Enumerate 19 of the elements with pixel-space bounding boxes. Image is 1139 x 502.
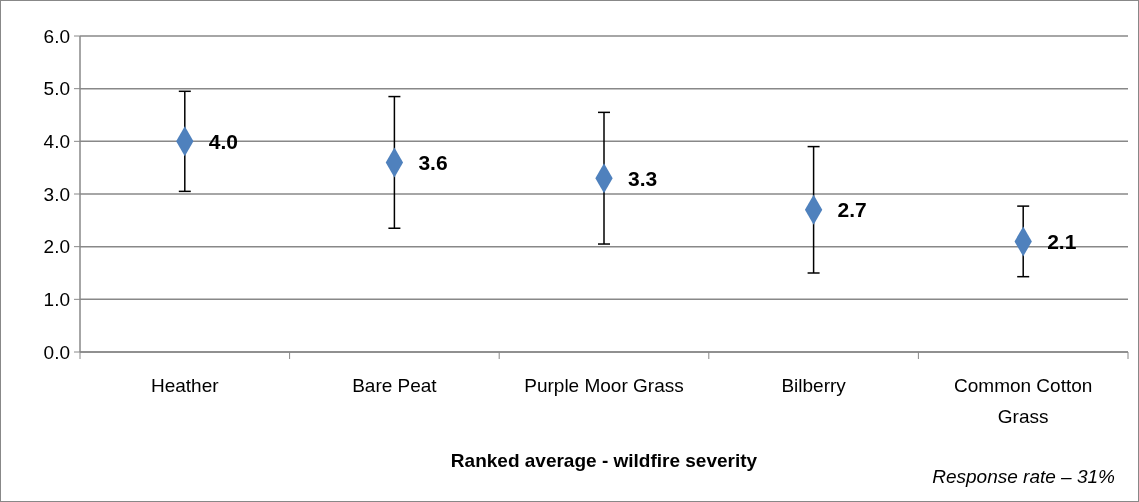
x-tick-label: Bilberry <box>781 375 847 396</box>
text: Response rate – 31% <box>932 466 1116 487</box>
data-label: 2.1 <box>1047 229 1077 253</box>
x-tick-label: Common Cotton Grass <box>954 375 1093 427</box>
y-tick-label: 1.0 <box>43 288 70 310</box>
y-tick-label: 3.0 <box>43 183 70 205</box>
y-tick-label: 2.0 <box>43 236 70 258</box>
data-label: 3.3 <box>628 166 658 190</box>
x-axis-title: Ranked average - wildfire severity <box>450 450 758 471</box>
y-tick-label: 6.0 <box>43 25 70 47</box>
data-label: 3.6 <box>418 150 448 174</box>
x-tick-label: Purple Moor Grass <box>524 375 684 396</box>
x-tick-label: Heather <box>151 375 220 396</box>
x-tick-label: Bare Peat <box>352 375 438 396</box>
data-label: 4.0 <box>208 129 238 153</box>
data-label: 2.7 <box>837 198 867 222</box>
y-tick-label: 4.0 <box>43 130 70 152</box>
y-tick-label: 0.0 <box>43 341 70 363</box>
y-tick-label: 5.0 <box>43 78 70 100</box>
